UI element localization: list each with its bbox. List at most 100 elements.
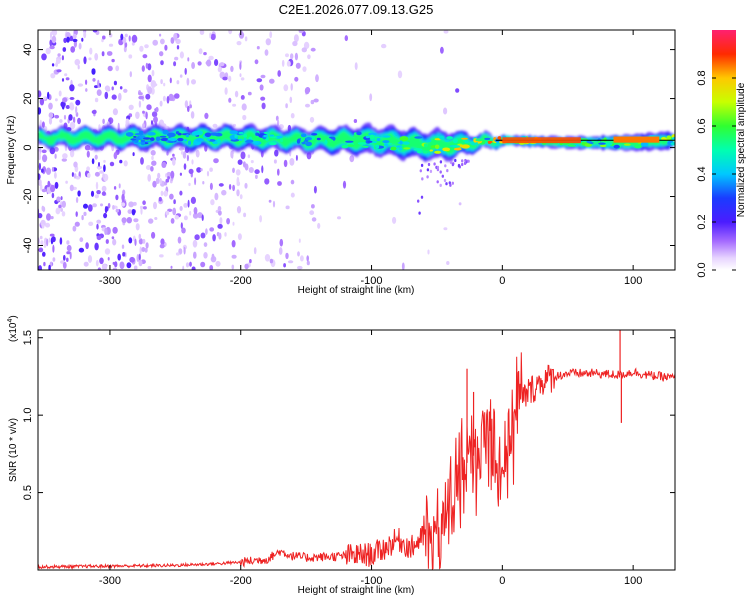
- spectrogram-noise-speck: [212, 234, 216, 242]
- spectrogram-noise-speck: [182, 151, 187, 159]
- spectrogram-band-blob: [399, 147, 403, 151]
- spectrogram-noise-speck: [69, 84, 75, 92]
- spectrogram-noise-speck: [264, 178, 270, 185]
- spectrogram-noise-speck: [62, 97, 68, 103]
- spectrogram-band-blob: [132, 140, 136, 143]
- spectrogram-noise-speck: [103, 159, 106, 163]
- spectrogram-noise-speck: [237, 233, 242, 241]
- spectrogram-band-blob: [487, 140, 493, 144]
- spectrogram-noise-speck: [235, 169, 241, 176]
- spectrogram-noise-speck: [194, 177, 197, 186]
- spectrogram-noise-speck: [41, 188, 47, 193]
- spectrogram-band-blob: [422, 150, 429, 154]
- spectrogram-noise-speck: [96, 235, 102, 241]
- spectrogram-noise-speck: [70, 46, 76, 53]
- spectrogram-noise-speck: [159, 100, 163, 107]
- spectrogram-noise-speck: [169, 193, 174, 200]
- spectrogram-noise-speck: [119, 86, 123, 90]
- spectrogram-noise-speck: [60, 196, 63, 201]
- spectrogram-noise-speck: [236, 206, 242, 214]
- spectrogram-band-blob: [372, 141, 377, 144]
- spectrogram-noise-speck: [212, 123, 218, 128]
- spectrogram-noise-speck: [102, 118, 105, 125]
- spectrogram-noise-speck: [38, 213, 43, 219]
- snr-x-ticks: -300 -200 -100 0 100: [99, 330, 642, 587]
- spectrogram-noise-speck: [170, 265, 173, 269]
- spectrogram-noise-speck: [175, 252, 180, 256]
- spectrogram-band-blob: [268, 141, 277, 146]
- spectrogram-noise-speck: [354, 62, 358, 70]
- spectrogram-band-blob: [439, 135, 445, 140]
- spectrogram-noise-speck: [104, 91, 109, 100]
- spectrogram-noise-speck: [144, 247, 148, 253]
- spectrogram-noise-speck: [297, 251, 300, 257]
- spectrogram-band-blob: [661, 137, 667, 141]
- spectrogram-noise-speck: [65, 180, 68, 184]
- spectrogram-noise-speck: [305, 103, 310, 108]
- spectrogram-noise-speck: [293, 34, 299, 43]
- spectrogram-noise-speck: [142, 206, 147, 210]
- spectrogram-noise-speck: [344, 35, 348, 42]
- spectrogram-tail-speck: [446, 169, 449, 173]
- spectrogram-noise-speck: [151, 231, 156, 239]
- spectrogram-noise-speck: [112, 226, 118, 234]
- spectrogram-noise-speck: [160, 60, 164, 66]
- spectrogram-noise-speck: [186, 154, 189, 162]
- spectrogram-noise-speck: [105, 239, 109, 244]
- spectrogram-noise-speck: [147, 63, 152, 71]
- spectrogram-band-blob: [353, 134, 361, 138]
- spectrogram-noise-speck: [121, 244, 125, 249]
- spectrogram-band-blob: [263, 134, 269, 138]
- spectrogram-noise-speck: [193, 251, 197, 259]
- spectrogram-noise-speck: [106, 51, 113, 56]
- spectrogram-noise-speck: [167, 175, 171, 180]
- spectrogram-noise-speck: [239, 62, 242, 70]
- spectrogram-noise-speck: [197, 61, 202, 66]
- spectrogram-noise-speck: [189, 261, 192, 267]
- spectrogram-noise-speck: [174, 56, 179, 61]
- spectrogram-noise-speck: [107, 65, 113, 72]
- spectrogram-noise-speck: [147, 74, 152, 83]
- spectrogram-noise-speck: [73, 173, 77, 179]
- spectrogram-noise-speck: [41, 168, 44, 173]
- spectrogram-noise-speck: [204, 112, 209, 119]
- spectrogram-noise-speck: [138, 100, 142, 108]
- spectrogram-noise-speck: [290, 53, 294, 60]
- spectrogram-noise-speck: [95, 181, 99, 190]
- x-tick-label: -300: [99, 275, 121, 287]
- spectrogram-noise-speck: [200, 232, 206, 239]
- spectrogram-tail-speck: [445, 182, 448, 186]
- spectrogram-noise-speck: [139, 45, 144, 52]
- spectrogram-noise-speck: [217, 223, 223, 229]
- spectrogram-noise-speck: [48, 117, 53, 125]
- spectrogram-band-blob: [346, 144, 355, 148]
- spectrogram-noise-speck: [45, 47, 51, 55]
- spectrogram-noise-speck: [269, 78, 275, 84]
- spectrogram-noise-speck: [224, 232, 227, 237]
- spectrogram-noise-speck: [113, 186, 117, 190]
- spectrogram-tail-speck: [436, 180, 439, 184]
- y-tick-label: 40: [22, 43, 34, 55]
- spectrogram-noise-speck: [232, 123, 237, 127]
- spectrogram-noise-speck: [52, 244, 55, 253]
- spectrogram-noise-speck: [236, 176, 240, 185]
- spectrogram-noise-speck: [286, 60, 291, 67]
- spectrogram-band-blob: [238, 131, 244, 135]
- spectrogram-noise-speck: [103, 164, 106, 172]
- spectrogram-noise-speck: [311, 217, 317, 222]
- spectrogram-noise-speck: [38, 90, 42, 98]
- spectrogram-noise-speck: [69, 149, 75, 158]
- spectrogram-noise-speck: [172, 158, 176, 166]
- spectrogram-band-blob: [666, 135, 672, 140]
- spectrogram-noise-speck: [186, 77, 190, 86]
- spectrogram-noise-speck: [458, 202, 462, 206]
- spectrogram-noise-speck: [54, 181, 59, 189]
- spectrogram-noise-speck: [128, 104, 134, 111]
- spectrogram-noise-speck: [141, 65, 145, 72]
- spectrogram-noise-speck: [151, 111, 158, 118]
- spectrogram-noise-speck: [315, 74, 319, 83]
- y-tick-label: 0.5: [22, 485, 34, 500]
- spectrogram-noise-speck: [38, 162, 42, 171]
- spectrogram-noise-speck: [69, 184, 74, 192]
- spectrogram-noise: [38, 30, 462, 270]
